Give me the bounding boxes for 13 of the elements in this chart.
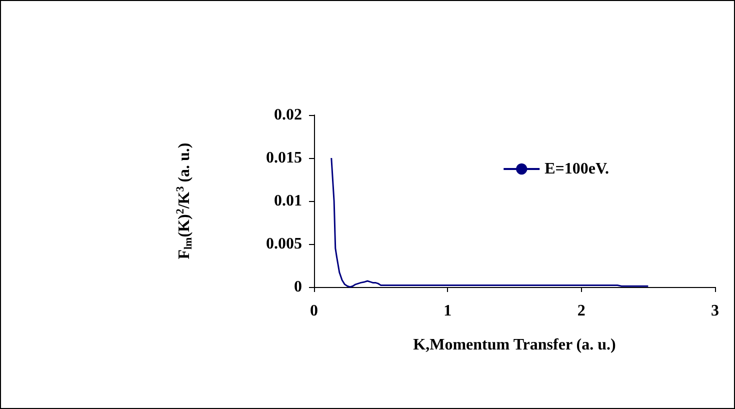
- y-tick-label: 0.02: [274, 106, 302, 124]
- y-tick-label: 0.005: [266, 236, 302, 252]
- y-tick-label: 0: [294, 278, 302, 296]
- y-axis-title: Flm(K)2/K3 (a. u.): [174, 142, 194, 260]
- y-tick-label: 0.01: [274, 192, 302, 210]
- y-tick-label: 0.015: [266, 150, 302, 166]
- line-series: [330, 157, 649, 288]
- x-axis-title: K,Momentum Transfer (a. u.): [413, 336, 616, 354]
- x-tick-label: 1: [444, 302, 452, 320]
- x-tick-label: 2: [577, 302, 586, 320]
- x-tick-label: 0: [310, 302, 318, 320]
- legend-label: E=100eV.: [544, 160, 610, 178]
- x-tick-label: 3: [711, 302, 719, 320]
